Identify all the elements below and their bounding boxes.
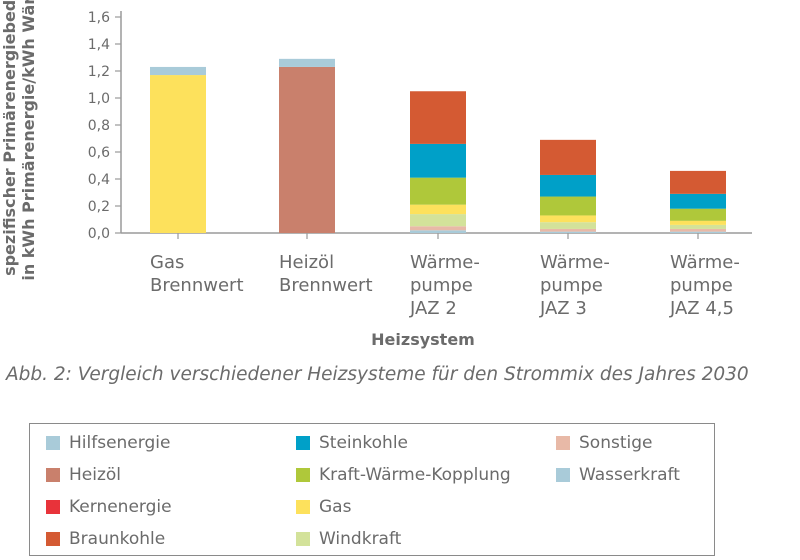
legend-label: Braunkohle (69, 529, 166, 549)
legend-label: Kernenergie (69, 497, 172, 517)
legend-label: Windkraft (319, 529, 402, 549)
legend-swatch (46, 436, 60, 450)
legend-label: Hilfsenergie (69, 433, 171, 453)
x-tick-label: Wärme- (410, 252, 480, 273)
y-tick-label: 1,6 (88, 10, 110, 26)
legend-swatch (296, 436, 310, 450)
y-tick-label: 1,4 (88, 37, 110, 53)
legend-swatch (46, 532, 60, 546)
bar-segment (540, 139, 596, 175)
bar-segment (150, 75, 206, 233)
x-tick-label: JAZ 2 (409, 298, 457, 319)
legend-swatch (296, 532, 310, 546)
legend-swatch (46, 468, 60, 482)
y-tick-label: 1,2 (88, 64, 110, 80)
y-tick-label: 0,0 (88, 226, 110, 242)
legend-item: Hilfsenergie (46, 431, 170, 455)
x-tick-label: Wärme- (670, 252, 740, 273)
chart-legend: Hilfsenergie Heizöl Kernenergie Braunkohle S… (29, 423, 715, 556)
x-tick-label: JAZ 4,5 (669, 298, 734, 319)
x-tick-label: pumpe (540, 275, 603, 296)
x-tick-label: pumpe (670, 275, 733, 296)
bar-segment (540, 228, 596, 232)
bar-segment (540, 222, 596, 229)
y-tick-label: 0,6 (88, 145, 110, 161)
bar-segment (410, 204, 466, 215)
legend-item: Wasserkraft (556, 463, 680, 487)
legend-label: Steinkohle (319, 433, 409, 453)
legend-item: Sonstige (556, 431, 652, 455)
y-tick-label: 0,8 (88, 118, 110, 134)
legend-swatch (296, 500, 310, 514)
bar-segment (670, 193, 726, 209)
bar-segment (410, 143, 466, 178)
y-tick-label: 0,4 (88, 172, 110, 188)
legend-item: Heizöl (46, 463, 121, 487)
bar-segment (540, 215, 596, 223)
x-tick-label: Brennwert (279, 275, 373, 296)
bar-segment (670, 208, 726, 221)
legend-item: Windkraft (296, 527, 401, 551)
x-tick-label: Gas (150, 252, 184, 273)
x-tick-label: JAZ 3 (539, 298, 587, 319)
stacked-bar-chart: 0,0 0,2 0,4 0,6 0,8 1,0 1,2 1,4 1,6 spezifischer … (0, 0, 752, 349)
bar-segment (410, 226, 466, 231)
legend-swatch (46, 500, 60, 514)
legend-label: Wasserkraft (579, 465, 680, 485)
legend-item: Kraft-Wärme-Kopplung (296, 463, 511, 487)
bar-segment (410, 230, 466, 233)
bar-segment (279, 66, 335, 233)
y-axis-title: spezifischer Primärenergiebedarf (0, 0, 19, 276)
legend-swatch (296, 468, 310, 482)
legend-label: Kraft-Wärme-Kopplung (319, 465, 511, 485)
legend-label: Sonstige (579, 433, 653, 453)
legend-item: Braunkohle (46, 527, 165, 551)
legend-item: Gas (296, 495, 351, 519)
bar-segment (540, 196, 596, 216)
legend-item: Kernenergie (46, 495, 172, 519)
x-tick-label: Wärme- (540, 252, 610, 273)
x-axis-title: Heizsystem (371, 330, 475, 349)
bar-segment (540, 231, 596, 233)
y-tick-label: 0,2 (88, 199, 110, 215)
bar-segment (410, 177, 466, 205)
x-tick-label: Brennwert (150, 275, 244, 296)
figure-caption: Abb. 2: Vergleich verschiedener Heizsyst… (6, 364, 749, 385)
bar-segment (670, 224, 726, 229)
legend-swatch (556, 468, 570, 482)
bar-segment (670, 228, 726, 232)
y-axis-title: in kWh Primärenergie/kWh Wärme (19, 0, 38, 281)
legend-label: Gas (319, 497, 352, 517)
bar-segment (410, 91, 466, 144)
legend-item: Steinkohle (296, 431, 408, 455)
legend-swatch (556, 436, 570, 450)
bar-segment (540, 174, 596, 197)
bar-segment (150, 66, 206, 76)
legend-label: Heizöl (69, 465, 122, 485)
x-tick-label: pumpe (410, 275, 473, 296)
bar-segment (670, 170, 726, 194)
bar-segment (279, 58, 335, 67)
bar-segment (670, 231, 726, 233)
y-tick-label: 1,0 (88, 91, 110, 107)
bar-segment (670, 220, 726, 225)
bar-segment (410, 214, 466, 227)
x-tick-label: Heizöl (279, 252, 334, 273)
